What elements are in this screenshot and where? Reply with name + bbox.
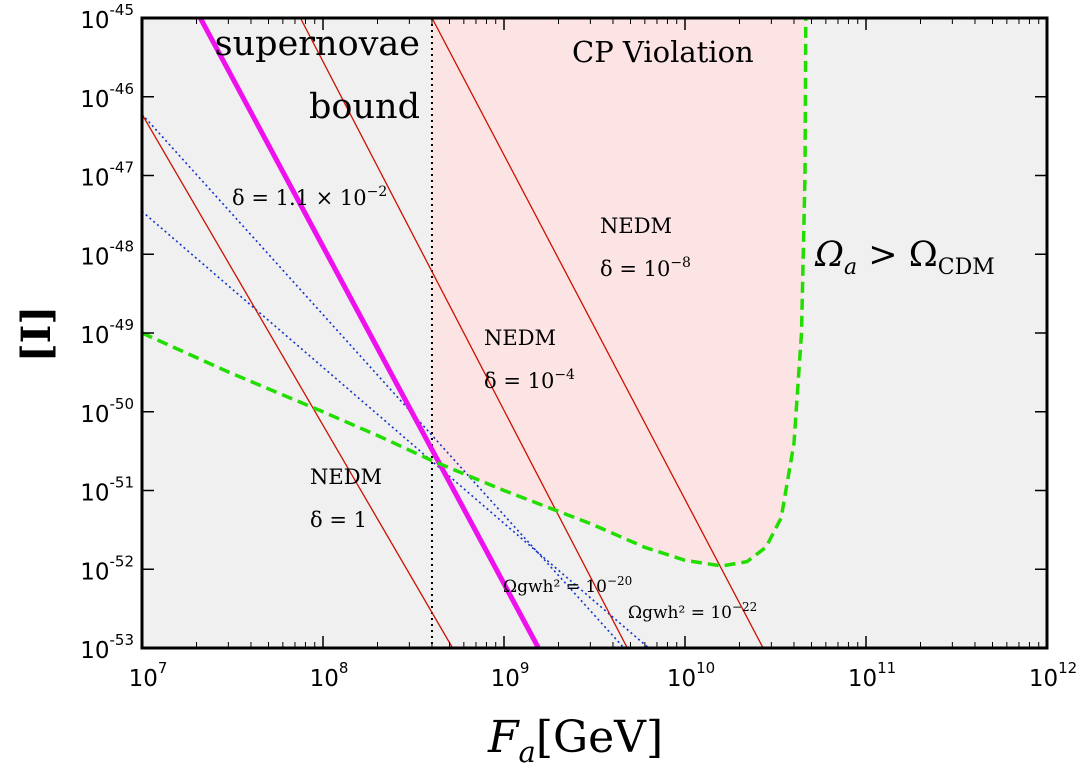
series-line-gw-1e-22 xyxy=(142,210,650,648)
x-tick-label: 107 xyxy=(129,659,168,692)
gw-annotation-1e-22: Ωgwh² = 10−22 xyxy=(628,600,757,623)
y-tick-label: 10-49 xyxy=(80,316,134,349)
bound-label: bound xyxy=(309,87,420,127)
x-tick-label: 108 xyxy=(310,659,349,692)
y-tick-label: 10-47 xyxy=(80,159,134,192)
delta-annotation-magenta: δ = 1.1 × 10−2 xyxy=(232,184,387,210)
x-tick-label: 1010 xyxy=(667,659,715,692)
cp-violation-region xyxy=(431,18,806,566)
supernovae-label: supernovae xyxy=(215,24,420,64)
series-line-nedm-delta-1 xyxy=(142,113,454,648)
nedm-label-delta-1e-4: NEDM xyxy=(484,326,556,350)
cp-violation-label: CP Violation xyxy=(572,35,754,69)
delta-annotation-1: δ = 1 xyxy=(310,508,367,532)
x-tick-label: 109 xyxy=(491,659,530,692)
y-tick-label: 10-52 xyxy=(80,552,134,585)
x-axis-label: Fa[GeV] xyxy=(487,712,663,767)
delta-annotation-1e-4: δ = 10−4 xyxy=(484,367,575,393)
y-tick-label: 10-48 xyxy=(80,237,134,270)
x-tick-label: 1011 xyxy=(848,659,896,692)
series-line-nedm-delta-1e-8 xyxy=(431,18,764,648)
y-tick-label: 10-45 xyxy=(80,1,134,34)
y-tick-label: 10-50 xyxy=(80,395,134,428)
nedm-label-delta-1: NEDM xyxy=(310,465,382,489)
series-line-relic-dm xyxy=(142,18,808,568)
y-tick-label: 10-51 xyxy=(80,474,134,507)
series-line-delta-1p1e-2 xyxy=(198,18,541,648)
y-axis-label: [I] xyxy=(13,306,60,363)
omega-label: Ωa > ΩCDM xyxy=(814,235,995,280)
series-line-nedm-delta-1e-4 xyxy=(299,18,628,648)
gw-annotation-1e-20: Ωgwh² = 10−20 xyxy=(503,574,632,597)
nedm-label-delta-1e-8: NEDM xyxy=(600,214,672,238)
y-tick-label: 10-46 xyxy=(80,80,134,113)
y-tick-label: 10-53 xyxy=(80,631,134,664)
delta-annotation-1e-8: δ = 10−8 xyxy=(600,255,691,281)
x-tick-label: 1012 xyxy=(1029,659,1077,692)
